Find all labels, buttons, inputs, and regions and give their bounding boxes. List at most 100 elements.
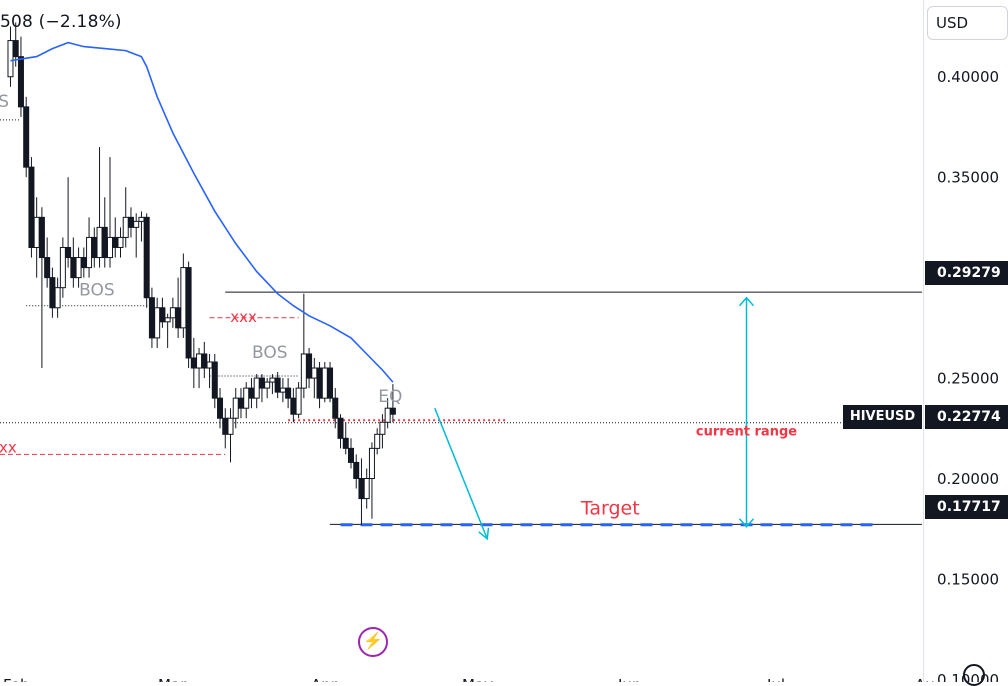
settings-icon[interactable] bbox=[963, 664, 985, 686]
price-change-header: 508 (−2.18%) bbox=[0, 12, 122, 32]
candle-body bbox=[28, 166, 35, 248]
candle-body bbox=[337, 417, 344, 439]
x-tick-label: Apr bbox=[311, 676, 338, 682]
chart-annotation: BOS bbox=[252, 343, 288, 363]
candle-body bbox=[258, 377, 265, 389]
currency-select[interactable]: USD bbox=[927, 6, 1008, 40]
candle-body bbox=[154, 307, 161, 339]
y-tick-label: 0.15000 bbox=[937, 570, 999, 588]
candle-body bbox=[33, 216, 40, 248]
candle-body bbox=[138, 216, 145, 222]
projection-arrow-head bbox=[478, 527, 490, 541]
candle-body bbox=[201, 353, 208, 369]
candle-body bbox=[112, 236, 119, 248]
candle-body bbox=[274, 377, 281, 393]
candle-body bbox=[353, 461, 360, 480]
candle-body bbox=[285, 387, 292, 399]
candle-body bbox=[248, 387, 255, 399]
candle-body bbox=[217, 397, 224, 419]
candle-body bbox=[295, 387, 302, 415]
candle-body bbox=[316, 367, 323, 399]
x-tick-label: May bbox=[462, 676, 493, 682]
candle-body bbox=[374, 433, 381, 449]
y-tick-label: 0.35000 bbox=[937, 169, 999, 187]
candle-body bbox=[38, 216, 45, 259]
candle-body bbox=[164, 317, 171, 323]
candle-body bbox=[290, 397, 297, 415]
candle-body bbox=[363, 478, 370, 500]
moving-average-line bbox=[10, 41, 394, 383]
candle-body bbox=[185, 267, 192, 359]
candle-body bbox=[44, 257, 51, 279]
candle-body bbox=[175, 307, 182, 329]
candle-body bbox=[143, 216, 150, 299]
candle-body bbox=[148, 297, 155, 339]
candle-body bbox=[190, 357, 197, 369]
candle-body bbox=[75, 257, 82, 279]
x-tick-label: Au bbox=[915, 676, 935, 682]
candle-body bbox=[342, 437, 349, 449]
x-tick-label: Jun bbox=[617, 676, 641, 682]
candle-body bbox=[17, 56, 24, 108]
candle-body bbox=[49, 277, 56, 309]
chart-annotation: xx bbox=[0, 438, 17, 456]
candle-body bbox=[180, 267, 187, 329]
range-arrow-head-bottom bbox=[738, 518, 755, 528]
candle-body bbox=[237, 397, 244, 409]
candle-body bbox=[321, 367, 328, 399]
candle-body bbox=[169, 307, 176, 319]
y-tick-label: 0.25000 bbox=[937, 370, 999, 388]
price-badge-last: 0.22774 bbox=[925, 405, 1008, 429]
candle-body bbox=[327, 367, 334, 399]
chart-annotation: EQ bbox=[378, 387, 402, 407]
y-tick-label: 0.40000 bbox=[937, 68, 999, 86]
candle-body bbox=[384, 407, 391, 423]
x-tick-label: Feb bbox=[3, 676, 30, 682]
chart-annotation: S bbox=[0, 92, 9, 112]
chart-annotation: xxx bbox=[230, 308, 257, 326]
candle-body bbox=[23, 106, 30, 168]
candle-body bbox=[253, 377, 260, 399]
candle-body bbox=[279, 387, 286, 393]
candle-body bbox=[264, 381, 271, 389]
candle-body bbox=[300, 353, 307, 389]
candle-body bbox=[127, 216, 134, 228]
candle-body bbox=[222, 417, 229, 435]
candle-body bbox=[232, 397, 239, 419]
chart-annotation: current range bbox=[696, 424, 797, 439]
candle-body bbox=[70, 257, 77, 279]
candle-body bbox=[117, 236, 124, 248]
symbol-badge: HIVEUSD bbox=[843, 405, 922, 429]
candle-body bbox=[211, 361, 218, 399]
y-tick-label: 0.20000 bbox=[937, 470, 999, 488]
candle-body bbox=[86, 236, 93, 269]
candle-body bbox=[12, 40, 19, 58]
chart-annotation: BOS bbox=[79, 281, 115, 301]
candle-body bbox=[196, 353, 203, 369]
candle-body bbox=[389, 407, 396, 415]
candle-body bbox=[159, 307, 166, 323]
candle-body bbox=[7, 40, 14, 78]
lightning-bolt-icon[interactable]: ⚡ bbox=[358, 627, 388, 657]
candle-body bbox=[358, 478, 365, 500]
candle-body bbox=[311, 367, 318, 379]
candle-body bbox=[101, 226, 108, 259]
x-tick-label: Jul bbox=[766, 676, 785, 682]
chart-annotation: Target bbox=[580, 498, 640, 520]
candle-body bbox=[107, 236, 114, 259]
price-badge-upper: 0.29279 bbox=[925, 261, 1008, 285]
candle-body bbox=[206, 361, 213, 369]
candle-body bbox=[65, 246, 72, 259]
projection-arrow bbox=[434, 407, 488, 540]
candle-body bbox=[133, 220, 140, 228]
price-badge-target: 0.17717 bbox=[925, 495, 1008, 519]
candle-body bbox=[122, 216, 129, 238]
candle-body bbox=[59, 246, 66, 289]
candle-body bbox=[91, 236, 98, 259]
candle-body bbox=[269, 377, 276, 383]
candle-body bbox=[80, 257, 87, 269]
candle-body bbox=[243, 387, 250, 409]
candle-body bbox=[347, 447, 354, 463]
candle-body bbox=[227, 417, 234, 435]
